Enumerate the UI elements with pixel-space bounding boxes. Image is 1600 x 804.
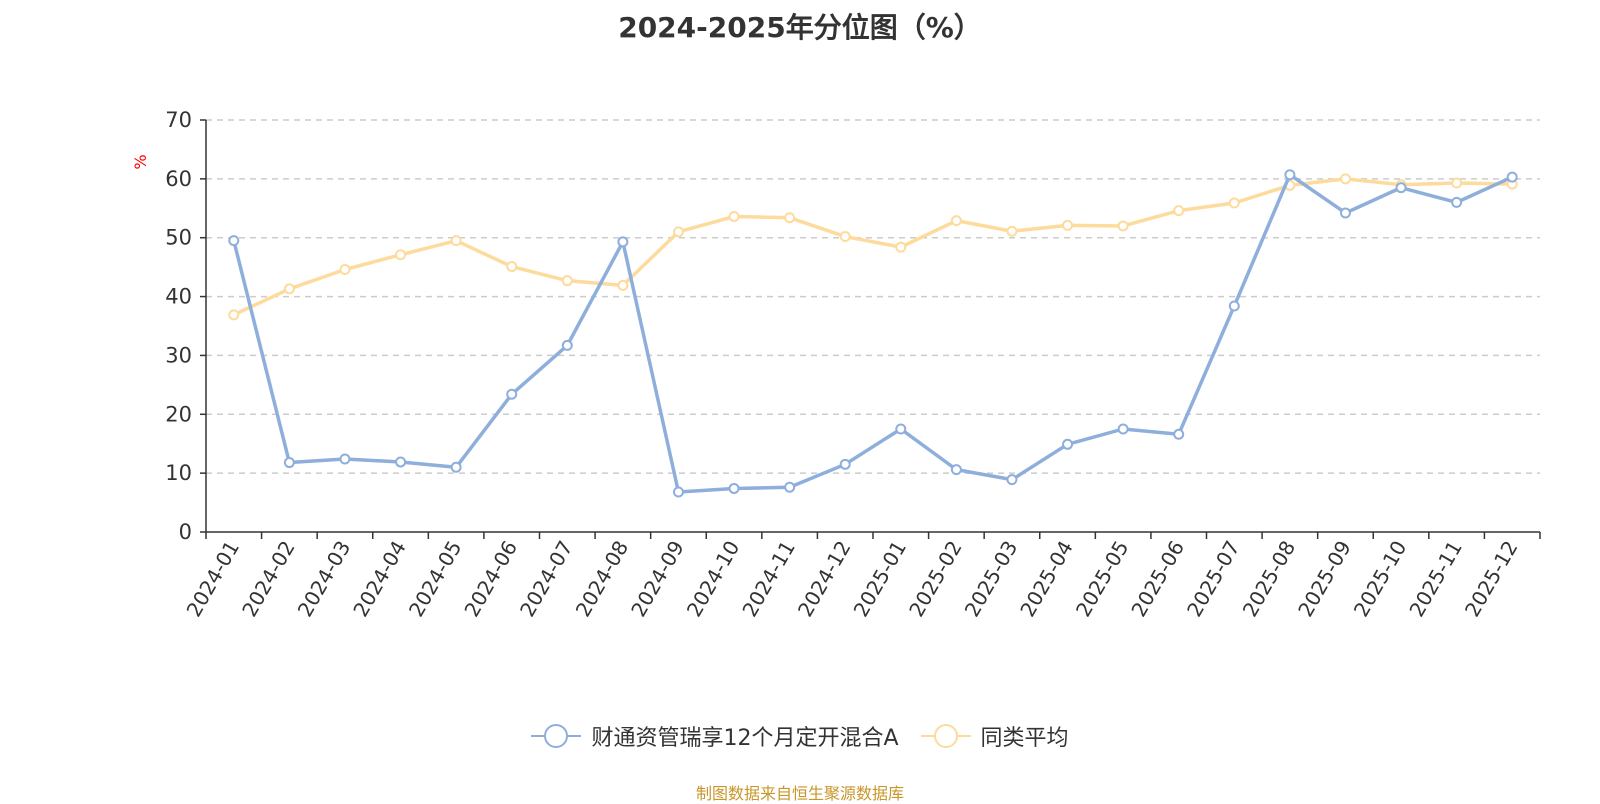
y-tick-label: 50: [165, 226, 192, 250]
data-point: [228, 235, 240, 247]
data-point: [1117, 423, 1129, 435]
data-point: [1451, 196, 1463, 208]
axes: [205, 120, 1540, 533]
data-point: [339, 263, 351, 275]
data-point: [1117, 220, 1129, 232]
data-point: [895, 241, 907, 253]
x-tick-label: 2025-01: [849, 537, 912, 621]
data-point: [395, 456, 407, 468]
y-tick-label: 70: [165, 108, 192, 132]
x-tick-label: 2025-06: [1126, 537, 1189, 621]
x-tick-label: 2024-12: [793, 537, 856, 621]
data-point: [506, 261, 518, 273]
legend-marker-fund-icon: [531, 724, 582, 748]
data-point: [1284, 169, 1296, 181]
data-point: [950, 215, 962, 227]
x-tick-label: 2025-09: [1293, 537, 1356, 621]
x-tick-label: 2025-04: [1015, 537, 1078, 621]
data-point: [1228, 300, 1240, 312]
data-point: [395, 249, 407, 261]
data-point: [1062, 219, 1074, 231]
data-point: [728, 211, 740, 223]
data-point: [450, 461, 462, 473]
x-tick-label: 2025-08: [1238, 537, 1301, 621]
y-tick-label: 10: [165, 461, 192, 485]
x-tick-label: 2025-12: [1460, 537, 1523, 621]
data-point: [1062, 438, 1074, 450]
y-tick-label: 20: [165, 402, 192, 426]
data-point: [1395, 182, 1407, 194]
legend-marker-average-icon: [920, 724, 971, 748]
data-point: [728, 482, 740, 494]
data-point: [895, 423, 907, 435]
legend-label-average: 同类平均: [980, 726, 1069, 751]
data-point: [1506, 171, 1518, 183]
x-tick-label: 2024-10: [682, 537, 745, 621]
series-1: [228, 173, 1518, 321]
grid-lines: [206, 119, 1540, 474]
series-line: [232, 172, 1513, 494]
x-tick-label: 2024-04: [348, 537, 411, 621]
x-tick-label: 2025-02: [904, 537, 967, 621]
data-point: [617, 279, 629, 291]
legend: 财通资管瑞享12个月定开混合A 同类平均: [0, 720, 1600, 752]
data-point: [339, 453, 351, 465]
x-tick-label: 2025-05: [1071, 537, 1134, 621]
y-tick-label: 0: [179, 520, 192, 544]
x-tick-label: 2024-11: [737, 537, 800, 621]
data-point: [561, 275, 573, 287]
x-tick-label: 2024-05: [404, 537, 467, 621]
data-point: [1451, 177, 1463, 189]
x-tick-label: 2025-10: [1349, 537, 1412, 621]
legend-item-average[interactable]: 同类平均: [920, 720, 1069, 752]
x-axis-ticks: 2024-012024-022024-032024-042024-052024-…: [182, 532, 1541, 621]
data-point: [1339, 207, 1351, 219]
data-point: [283, 283, 295, 295]
data-point: [950, 464, 962, 476]
y-axis-unit-label: %: [131, 154, 150, 169]
x-tick-label: 2025-03: [960, 536, 1023, 620]
data-point: [617, 236, 629, 248]
x-tick-label: 2025-07: [1182, 537, 1245, 621]
data-point: [1228, 197, 1240, 209]
data-point: [839, 231, 851, 243]
x-tick-label: 2024-01: [182, 537, 245, 621]
data-point: [506, 388, 518, 400]
x-tick-label: 2024-09: [626, 537, 689, 621]
data-point: [784, 481, 796, 493]
legend-label-fund: 财通资管瑞享12个月定开混合A: [591, 726, 899, 751]
y-tick-label: 30: [165, 343, 192, 367]
x-tick-label: 2024-08: [571, 537, 634, 621]
data-point: [283, 457, 295, 469]
data-point: [672, 486, 684, 498]
data-point: [561, 339, 573, 351]
series-line: [233, 177, 1513, 317]
data-point: [450, 235, 462, 247]
x-tick-label: 2024-03: [293, 537, 356, 621]
y-tick-label: 40: [165, 285, 192, 309]
data-point: [1006, 225, 1018, 237]
data-source-note: 制图数据来自恒生聚源数据库: [695, 784, 904, 803]
y-axis-ticks: 0 10 20 30 40 50 60 70: [165, 108, 206, 544]
x-tick-label: 2024-02: [237, 537, 300, 621]
x-tick-label: 2024-07: [515, 537, 578, 621]
chart-title: 2024-2025年分位图（%）: [618, 11, 982, 44]
series-0: [228, 169, 1518, 498]
legend-item-fund[interactable]: 财通资管瑞享12个月定开混合A: [531, 720, 899, 752]
x-tick-label: 2025-11: [1404, 537, 1467, 621]
y-tick-label: 60: [165, 167, 192, 191]
x-tick-label: 2024-06: [459, 537, 522, 621]
data-point: [228, 309, 240, 321]
data-point: [784, 212, 796, 224]
series-layer: [228, 169, 1518, 498]
data-point: [1006, 474, 1018, 486]
data-point: [1173, 205, 1185, 217]
data-point: [1339, 173, 1351, 185]
data-point: [1173, 428, 1185, 440]
data-point: [672, 226, 684, 238]
data-point: [839, 458, 851, 470]
